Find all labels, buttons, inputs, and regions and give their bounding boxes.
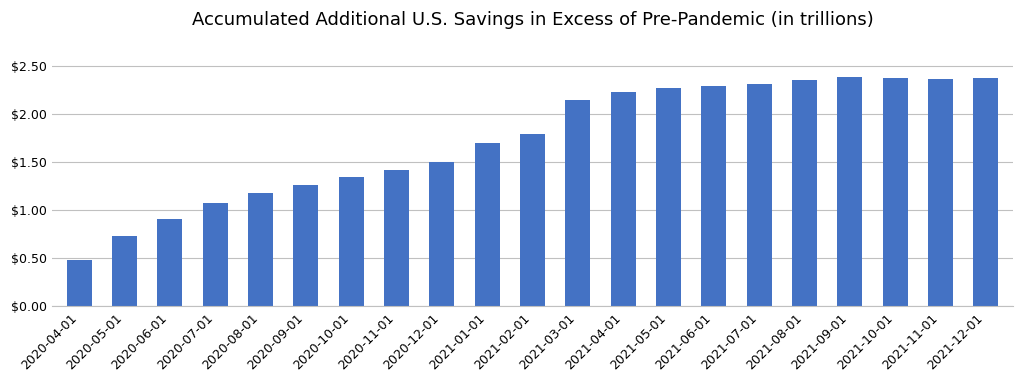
Bar [746, 84, 771, 306]
Bar [293, 185, 318, 306]
Bar [565, 100, 590, 306]
Bar [248, 193, 273, 306]
Bar [158, 219, 182, 306]
Bar [112, 236, 137, 306]
Bar [838, 77, 862, 306]
Bar [384, 170, 409, 306]
Bar [701, 86, 726, 306]
Bar [883, 79, 907, 306]
Bar [429, 162, 455, 306]
Bar [656, 88, 681, 306]
Bar [339, 177, 364, 306]
Bar [792, 80, 817, 306]
Title: Accumulated Additional U.S. Savings in Excess of Pre-Pandemic (in trillions): Accumulated Additional U.S. Savings in E… [191, 11, 873, 29]
Bar [520, 134, 545, 306]
Bar [973, 79, 998, 306]
Bar [203, 203, 227, 306]
Bar [928, 79, 952, 306]
Bar [610, 92, 636, 306]
Bar [67, 260, 91, 306]
Bar [475, 143, 500, 306]
